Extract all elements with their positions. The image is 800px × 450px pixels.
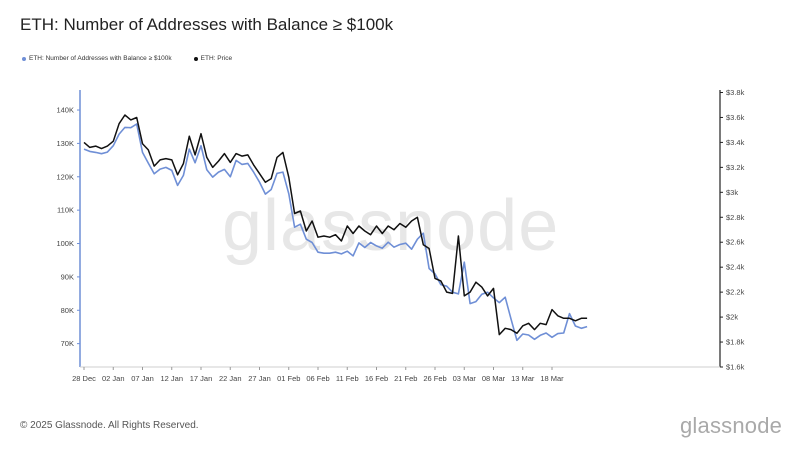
x-tick-label: 01 Feb [277, 374, 300, 383]
y-right-tick-label: $1.8k [726, 338, 745, 347]
y-left-tick-label: 100K [56, 239, 74, 248]
x-tick-label: 16 Feb [365, 374, 388, 383]
legend-marker-price [193, 56, 198, 61]
y-left-tick-label: 80K [61, 306, 74, 315]
x-tick-label: 03 Mar [453, 374, 477, 383]
x-tick-label: 26 Feb [423, 374, 446, 383]
y-right-tick-label: $3.6k [726, 113, 745, 122]
y-left-tick-label: 120K [56, 172, 74, 181]
x-tick-label: 28 Dec [72, 374, 96, 383]
y-left-tick-label: 90K [61, 272, 74, 281]
addresses-line [83, 123, 588, 342]
y-right-tick-label: $2.4k [726, 263, 745, 272]
legend-item-addresses[interactable]: ETH: Number of Addresses with Balance ≥ … [22, 55, 172, 62]
x-tick-label: 12 Jan [160, 374, 183, 383]
legend-item-price[interactable]: ETH: Price [193, 55, 233, 62]
y-left-tick-label: 140K [56, 106, 74, 115]
x-tick-label: 21 Feb [394, 374, 417, 383]
y-right-tick-label: $2k [726, 313, 738, 322]
y-left-tick-label: 130K [56, 139, 74, 148]
chart-title: ETH: Number of Addresses with Balance ≥ … [20, 15, 394, 34]
plot-area: 70K 80K 90K 100K 110K 120K 130K 140K $1.6k $1.8k $… [56, 88, 744, 383]
y-right-tick-label: $1.6k [726, 363, 745, 372]
glassnode-logo: glassnode [680, 413, 783, 438]
y-right-tick-label: $2.8k [726, 213, 745, 222]
x-tick-label: 11 Feb [336, 374, 359, 383]
y-right-tick-label: $2.6k [726, 238, 745, 247]
legend-marker-addresses [22, 56, 26, 61]
y-left-tick-label: 70K [61, 339, 74, 348]
y-right-tick-label: $3.8k [726, 88, 745, 97]
x-tick-label: 27 Jan [248, 374, 271, 383]
copyright-text: © 2025 Glassnode. All Rights Reserved. [20, 420, 199, 431]
x-tick-label: 08 Mar [482, 374, 506, 383]
x-tick-label: 07 Jan [131, 374, 154, 383]
legend-label-addresses: ETH: Number of Addresses with Balance ≥ … [29, 55, 172, 62]
y-right-tick-label: $2.2k [726, 288, 745, 297]
x-tick-label: 18 Mar [540, 374, 564, 383]
x-tick-label: 02 Jan [102, 374, 125, 383]
x-tick-label: 06 Feb [306, 374, 329, 383]
x-tick-label: 13 Mar [511, 374, 535, 383]
legend: ETH: Number of Addresses with Balance ≥ … [22, 55, 232, 62]
x-tick-label: 17 Jan [190, 374, 213, 383]
x-tick-label: 22 Jan [219, 374, 242, 383]
legend-label-price: ETH: Price [200, 55, 233, 62]
y-right-tick-label: $3.2k [726, 163, 745, 172]
price-line [83, 114, 588, 336]
y-left-tick-label: 110K [57, 206, 74, 215]
y-right-tick-label: $3k [726, 188, 738, 197]
y-right-tick-label: $3.4k [726, 138, 745, 147]
